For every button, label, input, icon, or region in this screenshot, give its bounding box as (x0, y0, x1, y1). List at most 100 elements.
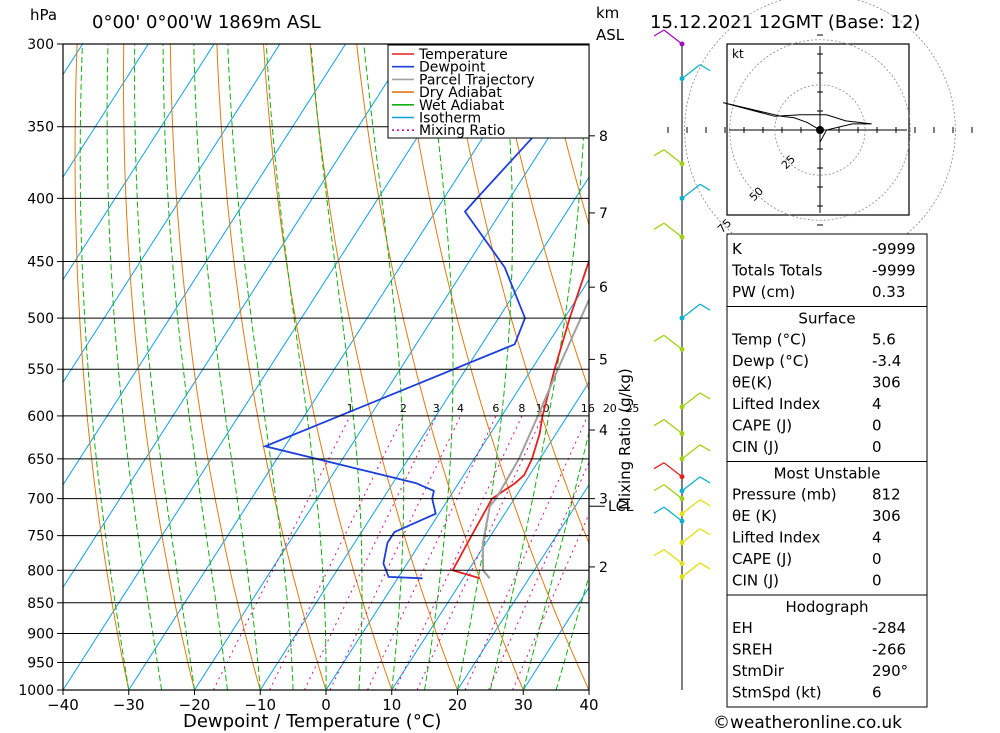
temperature-tick-label: −30 (113, 696, 145, 714)
surface-index-label: CAPE (J) (732, 417, 792, 435)
wind-barb-flag (653, 149, 665, 157)
mixing-ratio-label: 20 (603, 402, 617, 415)
wind-level-dot (679, 474, 685, 480)
surface-index-value: 4 (872, 395, 882, 413)
wind-level-dot (679, 404, 685, 410)
mixing-ratio-label: 25 (625, 402, 639, 415)
surface-index-value: 5.6 (872, 331, 896, 349)
lcl-label: LCL (608, 499, 634, 515)
mixing-ratio-label: 6 (492, 402, 499, 415)
hodograph-index-label: StmDir (732, 662, 785, 680)
wind-barb-shaft (663, 549, 683, 565)
hodograph-unit: kt (732, 47, 744, 61)
temperature-tick-label: 30 (514, 696, 533, 714)
wind-barb-shaft (663, 418, 683, 435)
wet-adiabat-line (134, 44, 195, 690)
unstable-index-value: 306 (872, 507, 901, 525)
datetime-title: 15.12.2021 12GMT (Base: 12) (650, 12, 920, 33)
wind-barb-flag (653, 548, 665, 557)
wet-adiabat-line (162, 44, 228, 690)
wind-level-dot (679, 346, 685, 352)
wind-barb-shaft (681, 303, 701, 319)
altitude-axis: 8 7 6 5 4 3 2 (589, 129, 608, 576)
mixing-ratio-labels: 1 2 3 4 6 8 10 16 20 25 (347, 402, 640, 415)
isotherm-line (259, 176, 589, 690)
isotherm-line (194, 73, 589, 690)
wind-barb-flag (653, 29, 665, 37)
pressure-tick-label: 550 (27, 362, 54, 378)
wind-barb-shaft (681, 183, 701, 199)
wind-barb-flag (653, 418, 665, 427)
pressure-tick-label: 700 (27, 492, 54, 508)
legend-item: Parcel Trajectory (419, 72, 535, 88)
wind-level-dot (679, 41, 685, 47)
mixing-ratio-label: 16 (581, 402, 595, 415)
altitude-tick-label: 7 (599, 206, 608, 222)
isotherm-line (63, 44, 215, 281)
wind-level-dot (679, 234, 685, 240)
wind-barb-shaft (681, 499, 701, 515)
wind-barb-shaft (663, 222, 683, 238)
hodograph-ring (774, 84, 866, 176)
dry-adiabat-line (169, 44, 261, 690)
legend-item: Wet Adiabat (419, 98, 505, 114)
temperature-tick-label: 40 (579, 696, 598, 714)
mixing-ratio-axis-title: Mixing Ratio (g/kg) (616, 368, 634, 510)
hodograph-index-value: 6 (872, 684, 882, 702)
isotherm-line (325, 278, 589, 690)
temperature-tick-label: −10 (244, 696, 276, 714)
dry-adiabat-line (495, 44, 589, 392)
indices-panel: K -9999 Totals Totals -9999 PW (cm) 0.33 Surfa… (726, 233, 928, 708)
wind-barb-shaft (663, 462, 683, 478)
wind-barb-flag (699, 476, 711, 484)
index-label: Totals Totals (731, 262, 823, 280)
wind-barb-shaft (681, 392, 701, 408)
index-label: PW (cm) (732, 283, 795, 301)
mixing-ratio-label: 8 (518, 402, 525, 415)
index-value: 0.33 (872, 283, 905, 301)
unstable-index-value: 0 (872, 550, 882, 568)
unstable-index-value: 0 (872, 572, 882, 590)
dry-adiabat-line (262, 44, 393, 690)
wind-barb-flag (699, 64, 711, 72)
location-title: 0°00' 0°00'W 1869m ASL (92, 12, 321, 33)
wet-adiabat-line (265, 44, 327, 690)
wind-level-dot (679, 496, 685, 502)
altitude-tick-label: 3 (599, 492, 608, 508)
series-line (451, 258, 589, 580)
site-credit: ©weatheronline.co.uk (713, 713, 902, 733)
asl-label: ASL (596, 26, 625, 44)
dry-adiabat-line (74, 44, 130, 690)
hodograph-index-label: SREH (732, 641, 773, 659)
wind-barb-flag (653, 334, 665, 342)
pressure-tick-label: 450 (27, 255, 54, 271)
wind-barb-flag (699, 562, 711, 570)
wet-adiabat-line (193, 44, 261, 690)
wind-barb-flag (699, 392, 711, 400)
hodograph-ring (729, 39, 911, 221)
mixing-ratio-label: 4 (457, 402, 464, 415)
most-unstable-title: Most Unstable (774, 465, 881, 483)
isotherm-line (63, 44, 478, 690)
wind-barb-shaft (681, 444, 701, 460)
hodograph-index-value: -284 (872, 619, 906, 637)
pressure-tick-label: 950 (27, 655, 54, 671)
wet-adiabat-line (227, 44, 294, 690)
temperature-tick-label: 10 (382, 696, 401, 714)
wind-level-dot (679, 561, 685, 567)
hodograph-index-value: -266 (872, 641, 906, 659)
hodograph-index-value: 290° (872, 662, 908, 680)
pressure-tick-label: 1000 (18, 683, 54, 699)
isotherm-line (63, 44, 412, 589)
dry-adiabat-line (216, 44, 327, 690)
wind-level-dot (679, 511, 685, 517)
wind-barb-shaft (681, 476, 701, 492)
wind-level-dot (679, 540, 685, 546)
wet-adiabat-line (424, 44, 454, 690)
unstable-index-label: CAPE (J) (732, 550, 792, 568)
hodograph-index-label: EH (732, 619, 753, 637)
dry-adiabat-line (309, 44, 458, 690)
altitude-tick-label: 5 (599, 352, 608, 368)
